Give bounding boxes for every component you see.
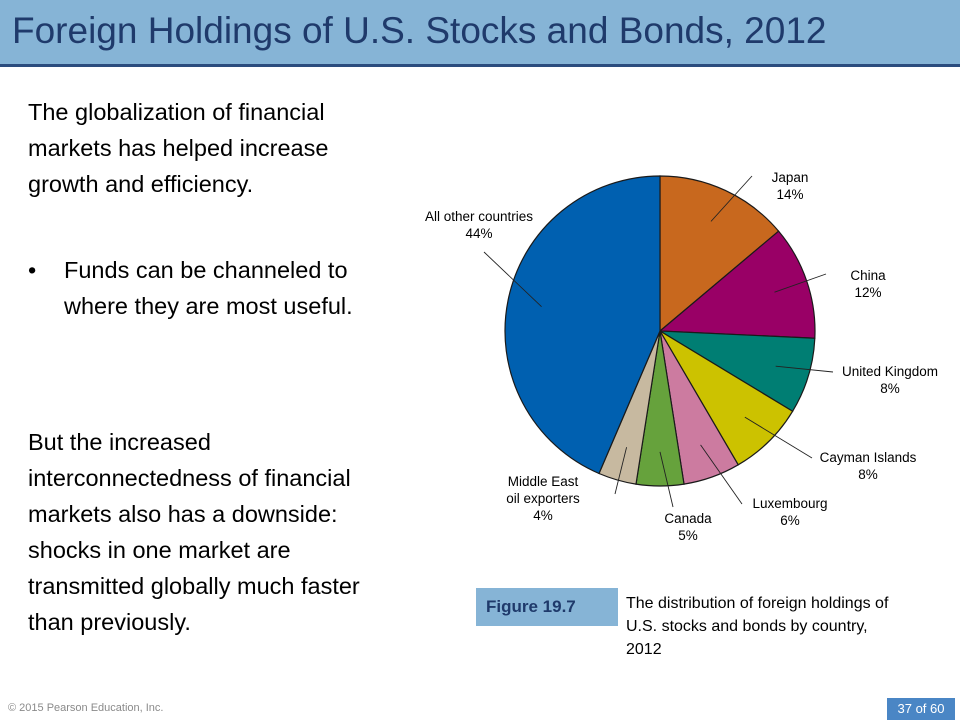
slice-value-label: 5% (678, 528, 698, 543)
paragraph-downside: But the increased interconnectedness of … (28, 429, 360, 635)
leader-line (774, 273, 827, 293)
figure-label: Figure 19.7 (476, 588, 618, 626)
slice-name-label: Luxembourg (752, 496, 827, 511)
slice-name-label: Cayman Islands (820, 450, 917, 465)
bullet-dot-icon: • (28, 257, 37, 283)
leader-line (700, 444, 743, 505)
leader-line (775, 365, 834, 373)
slice-value-label: 12% (854, 285, 881, 300)
bullet-item: • Funds can be channeled to where they a… (28, 252, 398, 324)
paragraph-globalization: The globalization of financial markets h… (28, 99, 329, 197)
pie-slice-japan (659, 175, 780, 333)
slice-name-label: Middle East (508, 474, 579, 489)
slice-value-label: 8% (858, 467, 878, 482)
slice-name-label: All other countries (425, 209, 533, 224)
pie-slice-all-other-countries (504, 175, 661, 475)
leader-line (614, 447, 628, 495)
page-number: 37 of 60 (887, 698, 955, 720)
pie-slice-china (658, 230, 816, 339)
slice-value-label: 44% (465, 226, 492, 241)
slice-name-label: Canada (664, 511, 712, 526)
slice-value-label: 4% (533, 508, 553, 523)
slice-name-label: China (850, 268, 886, 283)
slice-name-label: oil exporters (506, 491, 580, 506)
slice-value-label: 6% (780, 513, 800, 528)
copyright-text: © 2015 Pearson Education, Inc. (8, 702, 164, 714)
figure-caption: The distribution of foreign holdings of … (626, 595, 889, 658)
leader-line (483, 251, 542, 308)
leader-line (659, 451, 674, 508)
slice-value-label: 8% (880, 381, 900, 396)
slice-value-label: 14% (776, 187, 803, 202)
slice-name-label: United Kingdom (842, 364, 938, 379)
bullet-text: Funds can be channeled to where they are… (64, 257, 353, 319)
slice-name-label: Japan (772, 170, 809, 185)
slide-title: Foreign Holdings of U.S. Stocks and Bond… (12, 10, 827, 51)
title-bar: Foreign Holdings of U.S. Stocks and Bond… (0, 0, 960, 67)
leader-line (710, 175, 753, 222)
leader-line (744, 416, 813, 459)
